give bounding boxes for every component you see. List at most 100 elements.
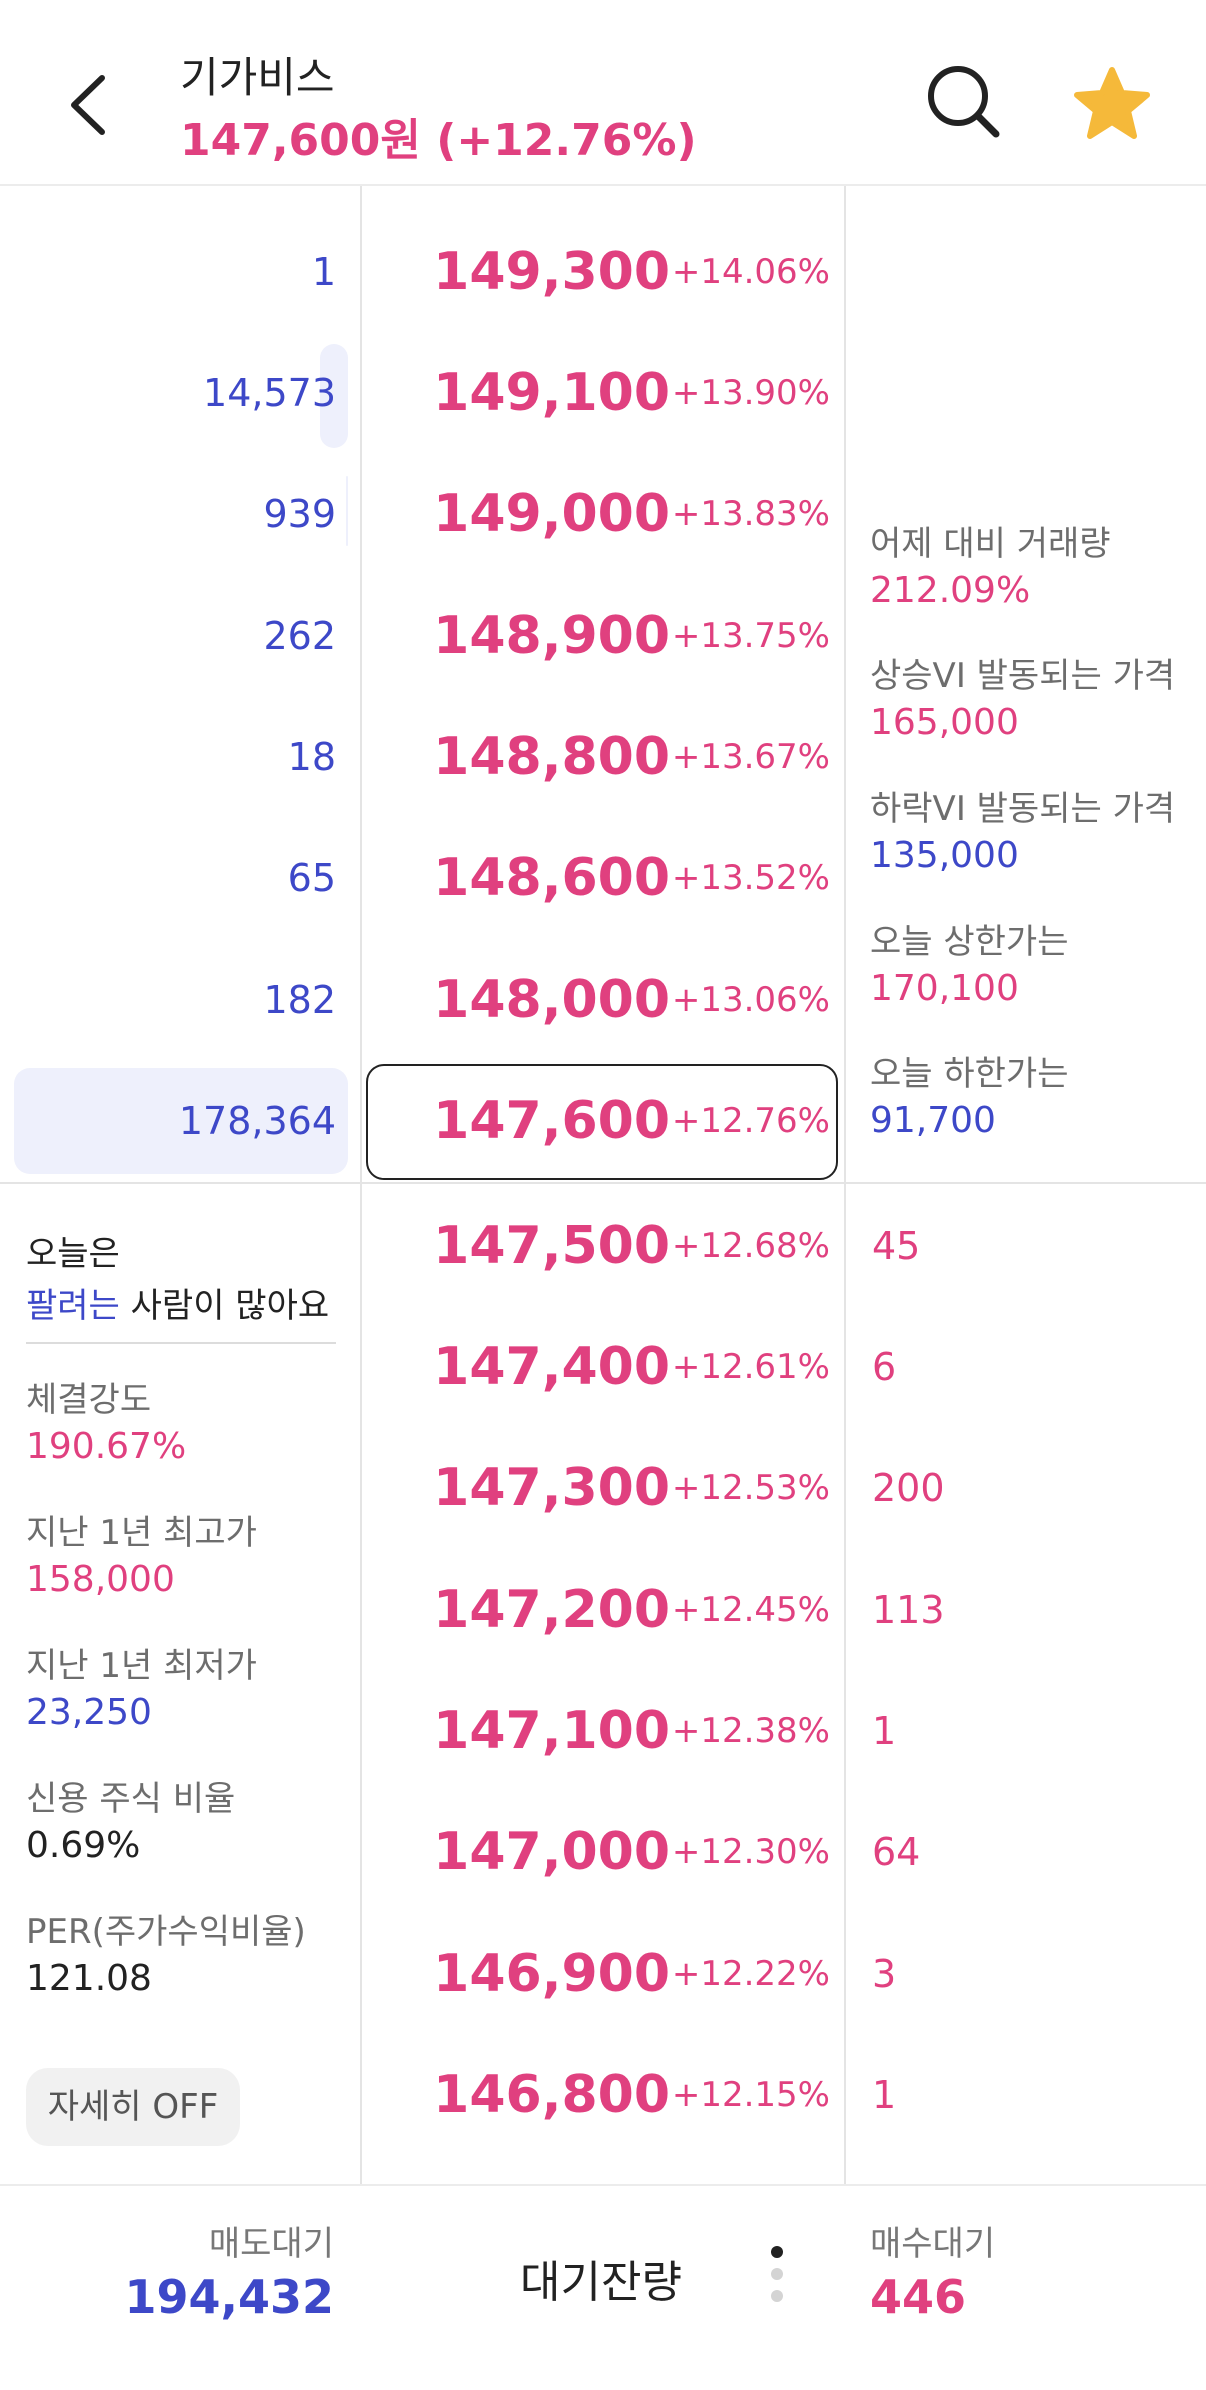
ask-row[interactable]: 182 148,000 +13.06%	[0, 940, 1206, 1061]
star-icon[interactable]	[1072, 64, 1152, 144]
ask-row[interactable]: 65 148,600 +13.52%	[0, 818, 1206, 939]
ask-change: +13.52%	[671, 858, 830, 898]
sell-wait-label: 매도대기	[208, 2224, 334, 2264]
high-1y-value: 158,000	[26, 1559, 175, 1600]
bid-change: +12.38%	[671, 1711, 830, 1751]
bid-row[interactable]: 147,500 +12.68% 45	[0, 1186, 1206, 1307]
ask-price: 148,900	[433, 606, 670, 666]
per-value: 121.08	[26, 1958, 152, 1999]
ask-price: 148,800	[433, 727, 670, 787]
ask-volume: 178,364	[178, 1099, 336, 1143]
bid-volume: 64	[872, 1830, 921, 1874]
ask-row[interactable]: 939 149,000 +13.83%	[0, 454, 1206, 575]
bid-row[interactable]: 146,900 +12.22% 3	[0, 1914, 1206, 2035]
ask-row[interactable]: 262 148,900 +13.75%	[0, 576, 1206, 697]
current-price-box	[366, 1064, 838, 1180]
per-label: PER(주가수익비율)	[26, 1912, 306, 1952]
bid-change: +12.22%	[671, 1954, 830, 1994]
stock-name: 기가비스	[180, 53, 335, 102]
bid-row[interactable]: 147,400 +12.61% 6	[0, 1307, 1206, 1428]
upper-limit-label: 오늘 상한가는	[870, 922, 1069, 962]
low-1y-value: 23,250	[26, 1692, 152, 1733]
ask-volume: 65	[287, 856, 336, 900]
upper-vi-value: 165,000	[870, 702, 1019, 743]
sentiment-divider	[26, 1342, 336, 1344]
credit-label: 신용 주식 비율	[26, 1779, 236, 1819]
ask-change: +13.67%	[671, 737, 830, 777]
bid-row[interactable]: 147,200 +12.45% 113	[0, 1550, 1206, 1671]
footer: 매도대기 194,432 대기잔량 매수대기 446	[0, 2184, 1206, 2390]
lower-limit-label: 오늘 하한가는	[870, 1054, 1069, 1094]
waiting-balance-label[interactable]: 대기잔량	[520, 2257, 682, 2308]
strength-value: 190.67%	[26, 1426, 187, 1467]
bid-change: +12.30%	[671, 1832, 830, 1872]
ask-change: +13.90%	[671, 373, 830, 413]
ask-volume: 262	[263, 614, 336, 658]
bid-volume: 6	[872, 1345, 897, 1389]
column-divider	[360, 186, 362, 2184]
more-vertical-icon[interactable]	[770, 2244, 784, 2304]
bid-change: +12.61%	[671, 1347, 830, 1387]
lower-vi-label: 하락VI 발동되는 가격	[870, 789, 1176, 829]
ask-row-current[interactable]: 178,364 147,600 +12.76%	[0, 1061, 1206, 1182]
bid-price: 147,100	[433, 1701, 670, 1761]
ask-change: +14.06%	[671, 252, 830, 292]
bid-change: +12.68%	[671, 1226, 830, 1266]
ask-price: 149,000	[433, 484, 670, 544]
upper-vi-label: 상승VI 발동되는 가격	[870, 656, 1176, 696]
sell-wait-value: 194,432	[124, 2270, 334, 2324]
bid-row[interactable]: 147,000 +12.30% 64	[0, 1792, 1206, 1913]
credit-value: 0.69%	[26, 1825, 141, 1866]
ask-row[interactable]: 18 148,800 +13.67%	[0, 697, 1206, 818]
sentiment-line1: 오늘은	[26, 1234, 120, 1274]
search-icon[interactable]	[924, 62, 1004, 142]
ask-change: +12.76%	[671, 1101, 830, 1141]
lower-limit-value: 91,700	[870, 1100, 996, 1141]
ask-change: +13.83%	[671, 494, 830, 534]
bid-row[interactable]: 147,300 +12.53% 200	[0, 1428, 1206, 1549]
ask-volume: 14,573	[203, 371, 336, 415]
buy-wait-value: 446	[870, 2270, 967, 2324]
lower-vi-value: 135,000	[870, 835, 1019, 876]
volume-bar	[14, 1068, 348, 1174]
ask-change: +13.06%	[671, 980, 830, 1020]
bid-price: 147,300	[433, 1458, 670, 1518]
header: 기가비스 147,600원 (+12.76%)	[0, 0, 1206, 186]
ask-bid-divider	[0, 1182, 1206, 1184]
detail-toggle-button[interactable]: 자세히 OFF	[26, 2068, 240, 2146]
volume-bar	[346, 476, 348, 546]
bid-volume: 45	[872, 1224, 921, 1268]
ask-volume: 182	[263, 978, 336, 1022]
bid-price: 147,400	[433, 1337, 670, 1397]
bid-change: +12.15%	[671, 2075, 830, 2115]
volume-vs-yesterday-value: 212.09%	[870, 570, 1031, 611]
bid-volume: 200	[872, 1466, 945, 1510]
ask-row[interactable]: 1 149,300 +14.06%	[0, 212, 1206, 333]
buy-wait-label: 매수대기	[870, 2224, 996, 2264]
bid-price: 147,500	[433, 1216, 670, 1276]
bid-volume: 113	[872, 1588, 945, 1632]
bid-change: +12.53%	[671, 1468, 830, 1508]
bid-change: +12.45%	[671, 1590, 830, 1630]
ask-row[interactable]: 14,573 149,100 +13.90%	[0, 333, 1206, 454]
volume-vs-yesterday-label: 어제 대비 거래량	[870, 524, 1111, 564]
bid-volume: 1	[872, 1709, 897, 1753]
bid-volume: 3	[872, 1952, 897, 1996]
chevron-left-icon[interactable]	[60, 62, 116, 148]
volume-bar	[320, 344, 348, 448]
ask-price: 148,600	[433, 848, 670, 908]
ask-price: 149,100	[433, 363, 670, 423]
bid-row[interactable]: 146,800 +12.15% 1	[0, 2035, 1206, 2156]
column-divider	[844, 186, 846, 2184]
bid-price: 147,000	[433, 1822, 670, 1882]
sentiment-rest: 사람이 많아요	[119, 1286, 330, 1326]
bid-row[interactable]: 147,100 +12.38% 1	[0, 1671, 1206, 1792]
current-price: 147,600원 (+12.76%)	[180, 115, 697, 166]
bid-price: 147,200	[433, 1580, 670, 1640]
ask-volume: 939	[263, 492, 336, 536]
bid-volume: 1	[872, 2073, 897, 2117]
sentiment-highlight: 팔려는	[26, 1286, 120, 1326]
ask-change: +13.75%	[671, 616, 830, 656]
ask-price: 149,300	[433, 242, 670, 302]
ask-volume: 1	[311, 250, 336, 294]
